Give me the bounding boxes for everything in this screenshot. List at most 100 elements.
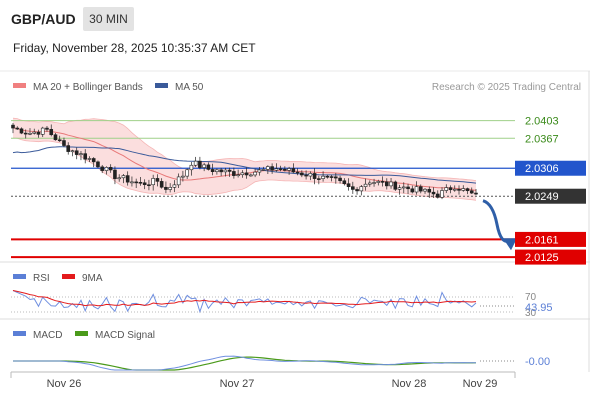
candle-body: [410, 188, 415, 193]
ma50-line: [12, 146, 477, 184]
candle-body: [134, 181, 138, 184]
candle-body: [232, 171, 236, 176]
candle-body: [249, 174, 253, 177]
candle-body: [130, 181, 134, 184]
legend-swatch-macd: [13, 331, 26, 336]
candle-body: [338, 177, 342, 182]
candle-body: [452, 188, 457, 191]
ma20-line: [12, 127, 477, 191]
candle-body: [164, 186, 168, 190]
attribution: Research © 2025 Trading Central: [432, 82, 581, 93]
legend-swatch-9ma: [62, 274, 75, 279]
candle-body: [384, 181, 389, 187]
candle-body: [83, 153, 88, 160]
chart-datetime: Friday, November 28, 2025 10:35:37 AM CE…: [13, 41, 256, 55]
macd-line: [13, 355, 476, 371]
support-label-1: 2.0161: [525, 234, 559, 246]
candle-body: [329, 176, 334, 178]
candle-body: [181, 175, 185, 178]
support-label-box-1: [515, 231, 586, 247]
candle-body: [108, 167, 113, 171]
candle-body: [261, 169, 266, 171]
candle-body: [206, 164, 211, 170]
candle-body: [346, 183, 351, 187]
candle-body: [291, 168, 296, 173]
candle-body: [334, 176, 338, 179]
candle-body: [198, 160, 202, 168]
symbol-title: GBP/AUD: [11, 11, 76, 27]
candle-body: [431, 191, 436, 195]
candle-body: [66, 145, 71, 152]
x-tick-label: Nov 29: [463, 378, 498, 390]
support-label-2: 2.0125: [525, 252, 559, 264]
candle-body: [176, 176, 181, 186]
candle-body: [444, 187, 449, 191]
legend-label-9ma: 9MA: [82, 273, 103, 284]
candle-body: [393, 181, 398, 190]
candle-body: [202, 164, 206, 168]
candle-body: [253, 171, 257, 176]
candle-body: [304, 174, 308, 177]
candle-body: [376, 181, 381, 183]
timeframe-badge[interactable]: 30 MIN: [83, 7, 134, 31]
candle-body: [70, 150, 75, 153]
candle-body: [104, 167, 109, 171]
candle-body: [185, 169, 189, 177]
pivot-label-box: [515, 160, 586, 176]
forecast-arrow: [482, 199, 511, 243]
rsi-panel: RSI 9MA 70 30 43.95: [11, 273, 553, 319]
legend-label-macd: MACD: [33, 330, 62, 341]
candle-body: [283, 168, 287, 171]
candle-body: [23, 132, 28, 135]
candle-body: [57, 139, 62, 142]
x-tick-label: Nov 26: [47, 378, 82, 390]
current-price-label: 2.0249: [525, 191, 559, 203]
candle-body: [359, 186, 364, 192]
candle-body: [227, 169, 232, 172]
candle-body: [448, 187, 453, 191]
legend-label-macd-signal: MACD Signal: [95, 330, 155, 341]
candle-body: [300, 172, 304, 176]
candle-body: [312, 173, 317, 179]
candle-body: [138, 181, 143, 184]
candle-body: [147, 184, 151, 187]
candle-body: [427, 188, 432, 193]
candle-body: [113, 169, 117, 179]
candle-body: [28, 132, 32, 135]
candle-body: [91, 158, 96, 163]
pivot-label: 2.0306: [525, 163, 559, 175]
candle-body: [168, 187, 172, 190]
x-tick-label: Nov 27: [220, 378, 255, 390]
candle-body: [100, 166, 105, 171]
candle-body: [355, 189, 359, 192]
candle-body: [270, 166, 274, 171]
candle-body: [372, 182, 376, 184]
candle-body: [457, 188, 461, 191]
candle-body: [240, 172, 245, 176]
candle-body: [244, 172, 249, 176]
candle-body: [423, 188, 427, 192]
candle-body: [36, 131, 41, 135]
candle-body: [32, 131, 37, 134]
candle-body: [117, 177, 121, 180]
legend-swatch-ma20: [13, 83, 26, 88]
rsi-tick-30: 30: [525, 308, 537, 319]
rsi-tick-70: 70: [525, 292, 537, 303]
candle-body: [257, 169, 262, 173]
candle-body: [74, 150, 79, 155]
candle-body: [193, 160, 198, 166]
legend-swatch-rsi: [13, 274, 26, 279]
candle-body: [96, 161, 100, 168]
legend-label-ma50: MA 50: [175, 82, 204, 93]
candle-body: [121, 175, 126, 179]
candle-body: [40, 127, 45, 135]
candle-body: [274, 168, 279, 171]
candle-body: [19, 128, 24, 134]
candle-body: [414, 186, 419, 193]
rsi-current-label: 43.95: [525, 302, 553, 314]
forecast-arrowhead: [503, 238, 517, 251]
current-price-box: [515, 188, 586, 204]
bollinger-lower: [12, 137, 477, 201]
